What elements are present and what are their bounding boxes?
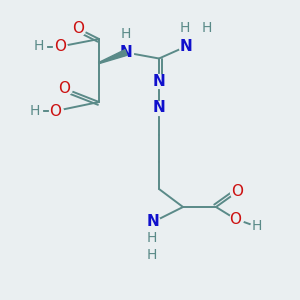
Text: O: O: [50, 103, 61, 118]
Text: H: H: [29, 104, 40, 118]
Text: H: H: [251, 220, 262, 233]
Text: H: H: [146, 248, 157, 262]
Polygon shape: [99, 50, 127, 64]
Text: H: H: [202, 22, 212, 35]
Text: H: H: [121, 28, 131, 41]
Text: H: H: [34, 40, 44, 53]
Text: O: O: [54, 39, 66, 54]
Text: O: O: [230, 212, 242, 226]
Text: H: H: [179, 22, 190, 35]
Text: N: N: [153, 74, 165, 88]
Text: N: N: [120, 45, 132, 60]
Text: O: O: [58, 81, 70, 96]
Text: N: N: [180, 39, 192, 54]
Text: O: O: [231, 184, 243, 200]
Text: H: H: [146, 232, 157, 245]
Text: O: O: [72, 21, 84, 36]
Text: N: N: [147, 214, 159, 230]
Text: N: N: [153, 100, 165, 116]
